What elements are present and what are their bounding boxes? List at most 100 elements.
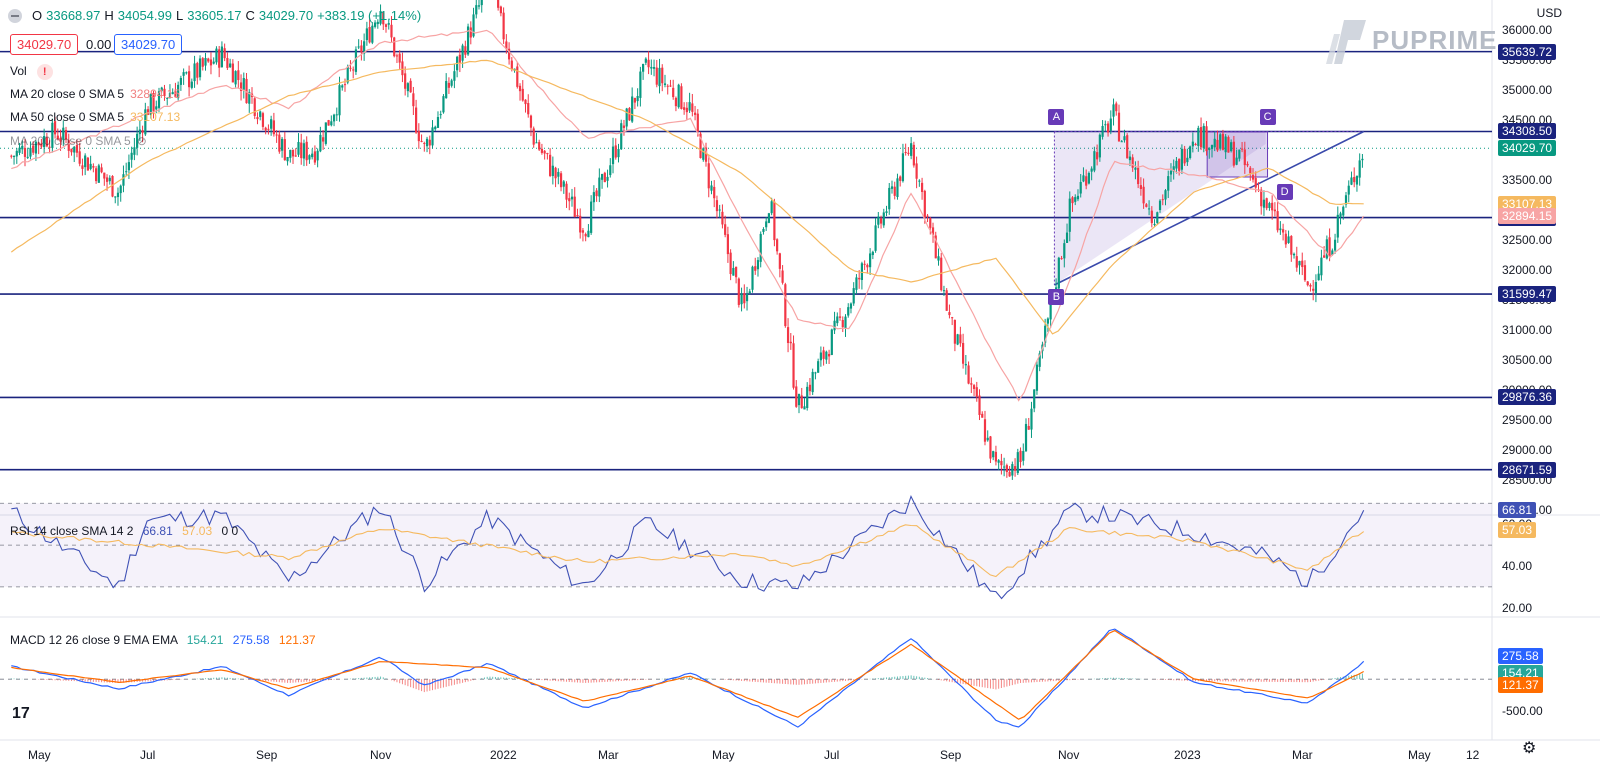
candle-body xyxy=(633,97,637,103)
sell-price-button[interactable]: 34029.70 xyxy=(10,34,79,55)
candle-body xyxy=(677,84,680,108)
consolidation-box xyxy=(1206,131,1269,178)
candle-body xyxy=(1251,175,1255,180)
candle-body xyxy=(576,215,579,217)
candle-body xyxy=(1323,255,1326,258)
candle-body xyxy=(436,116,440,128)
candle-body xyxy=(442,96,445,113)
candle-body xyxy=(948,312,951,316)
candle-body xyxy=(568,198,571,202)
pattern-marker-b[interactable]: B xyxy=(1048,289,1065,305)
legend-ma20[interactable]: MA 20 close 0 SMA 5 32894.15 xyxy=(10,87,180,101)
candle-body xyxy=(1096,152,1099,160)
pattern-marker-a[interactable]: A xyxy=(1048,109,1065,126)
candle-body xyxy=(852,288,855,304)
candle-body xyxy=(1117,112,1121,142)
candle-body xyxy=(557,171,560,177)
candle-body xyxy=(59,137,62,142)
currency-label[interactable]: USD xyxy=(1536,6,1562,20)
candle-body xyxy=(51,122,54,148)
support-resistance-levels[interactable] xyxy=(0,50,1492,471)
settings-gear-icon[interactable]: ⚙ xyxy=(1522,740,1537,757)
candle-body xyxy=(1276,211,1279,231)
candle-body xyxy=(171,92,174,95)
candle-body xyxy=(507,48,511,60)
candle-body xyxy=(590,201,593,233)
candle-body xyxy=(1076,195,1080,200)
legend-ma200[interactable]: MA 200 close 0 SMA 5 ⊘ xyxy=(10,134,147,148)
hidden-eye-icon[interactable]: ⊘ xyxy=(136,134,147,148)
candle-body xyxy=(404,73,407,89)
candle-body xyxy=(84,155,87,168)
change-value: +383.19 (+1.14%) xyxy=(317,8,422,23)
candle-body xyxy=(267,128,270,130)
candle-body xyxy=(570,196,574,200)
candle-body xyxy=(502,12,505,40)
candle-body xyxy=(841,319,844,328)
candle-body xyxy=(992,451,995,458)
pattern-marker-d[interactable]: D xyxy=(1276,184,1293,200)
buy-price-button[interactable]: 34029.70 xyxy=(114,34,183,55)
time-tick-label: 2023 xyxy=(1174,748,1201,762)
candle-body xyxy=(305,141,308,161)
collapse-icon[interactable] xyxy=(8,8,22,23)
candle-body xyxy=(105,177,109,182)
candle-body xyxy=(1325,239,1328,259)
candle-body xyxy=(923,190,926,218)
candle-body xyxy=(130,152,133,160)
candle-body xyxy=(1208,148,1211,151)
candle-body xyxy=(1019,450,1022,463)
candle-body xyxy=(1202,125,1205,149)
candle-body xyxy=(12,155,16,157)
candle-body xyxy=(767,213,771,223)
candle-body xyxy=(95,168,98,182)
candle-body xyxy=(814,372,817,374)
legend-macd[interactable]: MACD 12 26 close 9 EMA EMA 154.21 275.58… xyxy=(10,633,316,647)
candle-body xyxy=(1060,258,1063,260)
candle-body xyxy=(1156,212,1159,223)
candle-body xyxy=(600,174,604,180)
candle-body xyxy=(108,177,111,182)
candle-body xyxy=(1268,203,1271,208)
candle-body xyxy=(360,45,363,53)
candle-body xyxy=(636,96,639,102)
candle-body xyxy=(773,201,776,241)
candle-body xyxy=(765,221,768,228)
candle-body xyxy=(997,460,1000,463)
candle-body xyxy=(1115,103,1118,112)
rsi-sma-tag: 57.03 xyxy=(1498,522,1537,539)
candle-body xyxy=(1120,141,1123,143)
candle-body xyxy=(190,81,193,88)
candle-body xyxy=(177,84,180,99)
candle-body xyxy=(784,284,787,327)
candle-body xyxy=(827,353,831,357)
ma50-line xyxy=(10,59,1364,335)
candle-body xyxy=(1197,127,1200,146)
candle-body xyxy=(844,316,847,329)
time-tick-label: Jul xyxy=(824,748,840,762)
legend-ma50[interactable]: MA 50 close 0 SMA 5 33107.13 xyxy=(10,110,180,124)
candle-body xyxy=(786,327,790,343)
candle-body xyxy=(1224,136,1227,153)
candle-body xyxy=(702,148,705,160)
time-tick-label: Mar xyxy=(598,748,619,762)
candle-body xyxy=(529,115,533,128)
candle-body xyxy=(1243,149,1246,166)
warning-icon[interactable]: ! xyxy=(36,64,53,80)
candle-body xyxy=(942,290,946,292)
candle-body xyxy=(1336,214,1339,238)
pattern-marker-c[interactable]: C xyxy=(1259,109,1276,126)
candle-body xyxy=(1022,451,1025,461)
candle-body xyxy=(40,143,43,147)
candle-body xyxy=(896,178,899,197)
candle-body xyxy=(661,67,664,84)
legend-rsi[interactable]: RSI 14 close SMA 14 2 66.81 57.03 0 0 xyxy=(10,524,238,538)
legend-vol[interactable]: Vol! xyxy=(10,64,53,80)
candle-body xyxy=(86,157,89,171)
candle-body xyxy=(926,215,929,217)
tradingview-logo-icon[interactable]: 17 xyxy=(12,705,30,722)
candle-body xyxy=(554,167,557,179)
candle-body xyxy=(581,230,585,233)
candle-body xyxy=(1216,139,1219,151)
